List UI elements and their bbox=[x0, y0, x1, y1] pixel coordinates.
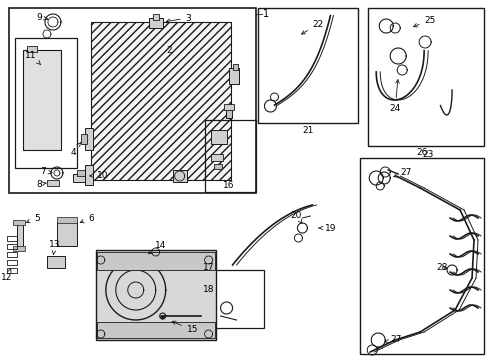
Text: 26: 26 bbox=[416, 148, 427, 157]
Bar bbox=[97, 322, 214, 338]
Bar bbox=[367, 8, 483, 146]
Bar bbox=[9, 8, 256, 193]
Bar bbox=[13, 220, 25, 225]
Text: 28: 28 bbox=[435, 264, 447, 273]
Text: 10: 10 bbox=[90, 171, 108, 180]
Text: 21: 21 bbox=[302, 126, 313, 135]
Text: 6: 6 bbox=[80, 213, 94, 223]
Bar bbox=[213, 164, 221, 169]
Bar bbox=[172, 170, 186, 182]
Text: 7: 7 bbox=[40, 166, 52, 176]
Bar bbox=[360, 158, 483, 354]
Text: 17: 17 bbox=[203, 264, 214, 273]
Bar bbox=[57, 222, 77, 246]
Bar bbox=[152, 14, 159, 20]
Bar bbox=[85, 128, 93, 150]
FancyArrow shape bbox=[161, 316, 164, 319]
Text: 2: 2 bbox=[165, 45, 171, 54]
Bar bbox=[258, 8, 358, 123]
Bar bbox=[15, 38, 77, 168]
Text: 27: 27 bbox=[393, 167, 411, 177]
Bar bbox=[47, 180, 59, 186]
Text: 27: 27 bbox=[384, 336, 401, 345]
Bar bbox=[81, 134, 87, 144]
Text: 24: 24 bbox=[389, 80, 400, 113]
Bar bbox=[97, 252, 214, 270]
Text: 1: 1 bbox=[262, 9, 268, 19]
Bar bbox=[77, 170, 85, 176]
Bar bbox=[204, 120, 256, 192]
Bar bbox=[96, 250, 215, 340]
Bar bbox=[7, 252, 17, 257]
Text: 12: 12 bbox=[1, 268, 13, 283]
Bar bbox=[228, 68, 238, 84]
Bar bbox=[225, 108, 231, 118]
Bar bbox=[232, 64, 237, 70]
Text: 11: 11 bbox=[25, 50, 41, 64]
Text: 22: 22 bbox=[301, 19, 324, 34]
Bar bbox=[7, 268, 17, 273]
Bar bbox=[85, 165, 93, 185]
Text: 16: 16 bbox=[223, 180, 234, 189]
Bar bbox=[73, 174, 89, 182]
Text: 9: 9 bbox=[36, 13, 47, 22]
Bar bbox=[57, 217, 77, 223]
Bar bbox=[91, 22, 230, 180]
Bar bbox=[148, 18, 163, 28]
Bar bbox=[223, 104, 233, 110]
Text: 20: 20 bbox=[290, 211, 302, 223]
Bar bbox=[47, 256, 65, 268]
Bar bbox=[7, 236, 17, 241]
Bar bbox=[27, 46, 37, 52]
Bar bbox=[23, 50, 61, 150]
Text: 14: 14 bbox=[148, 240, 166, 254]
Bar bbox=[210, 154, 222, 161]
Text: 23: 23 bbox=[422, 149, 433, 158]
Text: 18: 18 bbox=[203, 285, 214, 294]
Bar bbox=[7, 244, 17, 249]
Bar bbox=[17, 222, 23, 250]
Text: 25: 25 bbox=[413, 15, 435, 27]
Text: 4: 4 bbox=[70, 143, 81, 157]
Text: 15: 15 bbox=[172, 321, 198, 334]
Text: 19: 19 bbox=[318, 224, 335, 233]
Text: 13: 13 bbox=[49, 239, 61, 255]
Text: 3: 3 bbox=[166, 14, 191, 23]
Bar bbox=[13, 246, 25, 251]
Text: 5: 5 bbox=[26, 213, 40, 223]
Bar bbox=[210, 130, 226, 144]
Bar bbox=[7, 260, 17, 265]
Bar bbox=[200, 270, 264, 328]
Text: 8: 8 bbox=[36, 180, 46, 189]
